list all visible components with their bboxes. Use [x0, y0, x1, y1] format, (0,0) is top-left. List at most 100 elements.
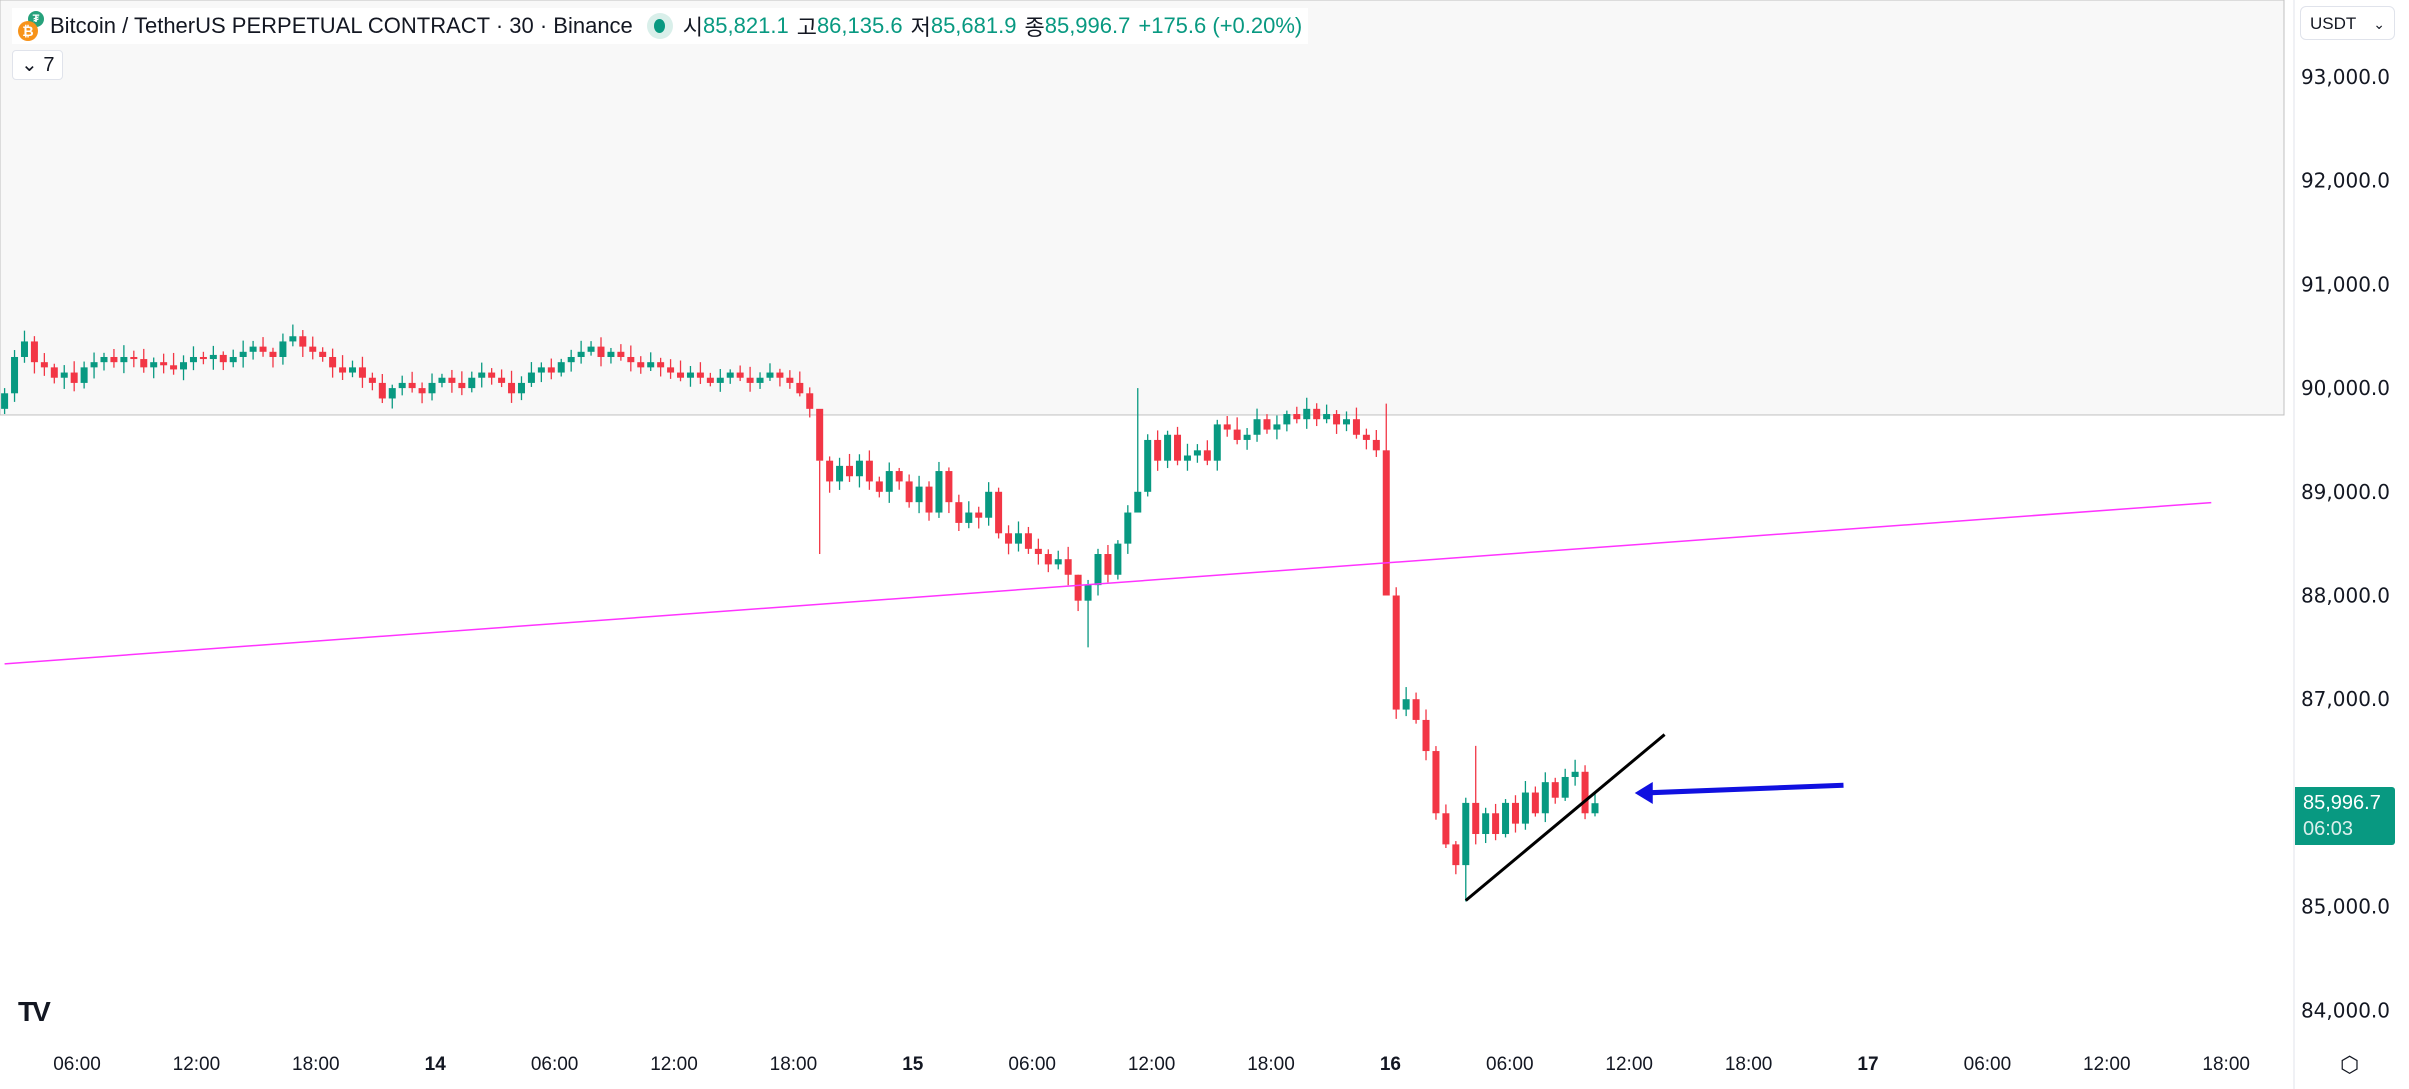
price-label: 91,000.0 — [2301, 272, 2390, 296]
candle-body — [1124, 512, 1132, 544]
candle-body — [985, 491, 993, 518]
candle — [955, 494, 963, 531]
candle-body — [875, 481, 883, 492]
candle — [1233, 417, 1241, 445]
price-label: 89,000.0 — [2301, 480, 2390, 504]
candle — [1571, 759, 1579, 786]
candle-body — [806, 393, 814, 409]
candle-body — [378, 382, 386, 399]
candle-body — [498, 377, 506, 383]
candle — [438, 373, 446, 388]
candle — [209, 345, 217, 370]
candle — [597, 337, 605, 367]
candle — [229, 349, 237, 368]
candle-body — [1273, 424, 1281, 430]
candle-body — [428, 382, 436, 394]
candle-body — [1005, 533, 1013, 544]
candle-body — [279, 341, 287, 357]
candle — [696, 362, 704, 384]
candle — [1531, 786, 1539, 817]
candle-body — [1591, 803, 1599, 814]
candle-body — [418, 388, 426, 394]
pink-trendline[interactable] — [4, 501, 2212, 665]
candle — [1183, 443, 1191, 471]
candle-body — [1183, 455, 1191, 461]
candle — [657, 357, 665, 377]
candle — [1392, 587, 1400, 719]
tradingview-logo[interactable]: TV — [18, 996, 51, 1027]
candle-body — [816, 408, 824, 461]
candle-body — [1233, 429, 1241, 440]
market-status-icon[interactable] — [646, 13, 673, 39]
arrow-head — [1634, 781, 1653, 804]
symbol-title[interactable]: Bitcoin / TetherUS PERPETUAL CONTRACT · … — [50, 13, 633, 38]
price-axis[interactable]: 93,000.0 92,000.0 91,000.0 90,000.0 89,000.0… — [2301, 65, 2390, 1022]
price-label: 84,000.0 — [2301, 998, 2390, 1022]
candle-body — [1293, 414, 1301, 420]
candle — [557, 358, 565, 377]
candle — [140, 348, 148, 373]
candle-body — [468, 377, 476, 389]
candle-body — [1313, 408, 1321, 420]
candle-body — [1283, 414, 1291, 425]
time-axis[interactable]: 06:00 12:00 18:00 14 06:00 12:00 18:00 15 06:00 1… — [53, 1054, 2250, 1075]
candle — [836, 457, 844, 490]
high-label: 고 — [796, 15, 817, 40]
candle-body — [170, 365, 178, 370]
candle — [736, 365, 744, 382]
candle — [875, 476, 883, 498]
price-label: 90,000.0 — [2301, 376, 2390, 400]
candle-body — [1432, 751, 1440, 814]
candle — [1164, 430, 1172, 469]
candle-body — [935, 471, 943, 513]
candle-body — [508, 382, 516, 394]
time-label: 14 — [425, 1054, 447, 1075]
black-trendline[interactable] — [1464, 733, 1666, 902]
candle-body — [80, 367, 88, 383]
close-value: 85,996.7 — [1044, 13, 1131, 38]
candle-body — [955, 502, 963, 523]
candle — [667, 359, 675, 379]
candle — [1213, 419, 1221, 471]
candle-body — [1482, 813, 1490, 835]
blue-arrow[interactable] — [1649, 782, 1844, 796]
candle-body — [319, 351, 327, 357]
candle-body — [716, 377, 724, 383]
candle — [269, 347, 277, 368]
candle-body — [309, 346, 317, 352]
candle-body — [836, 465, 844, 482]
candle — [170, 352, 178, 375]
currency-value: USDT — [2310, 14, 2357, 33]
candle — [1561, 768, 1569, 801]
candle-body — [289, 336, 297, 342]
candle — [1094, 548, 1102, 596]
candle-body — [488, 372, 496, 378]
candle-body — [1144, 439, 1152, 492]
candle — [647, 352, 655, 371]
candle — [1084, 579, 1092, 648]
price-label: 85,000.0 — [2301, 895, 2390, 919]
candle-body — [766, 372, 774, 378]
candle — [1014, 521, 1022, 552]
candle-body — [617, 351, 625, 357]
candle — [1591, 792, 1599, 817]
candle-body — [150, 362, 158, 368]
indicators-toggle[interactable]: ⌄ 7 — [12, 50, 64, 80]
candle — [1104, 544, 1112, 583]
candle-body — [796, 382, 804, 394]
candle — [1293, 406, 1301, 424]
candle-body — [299, 336, 307, 347]
candle — [627, 345, 635, 372]
candle — [508, 370, 516, 403]
candle-body — [706, 377, 714, 383]
candle-body — [1372, 439, 1380, 451]
candles — [1, 324, 1599, 902]
candle — [80, 361, 88, 389]
candle — [1193, 444, 1201, 463]
candle-body — [965, 512, 973, 523]
candle-body — [388, 388, 396, 399]
currency-selector[interactable]: USDT ⌄ — [2300, 6, 2395, 40]
chart-settings-icon[interactable]: ⬡ — [2340, 1052, 2360, 1077]
candle — [995, 487, 1003, 539]
